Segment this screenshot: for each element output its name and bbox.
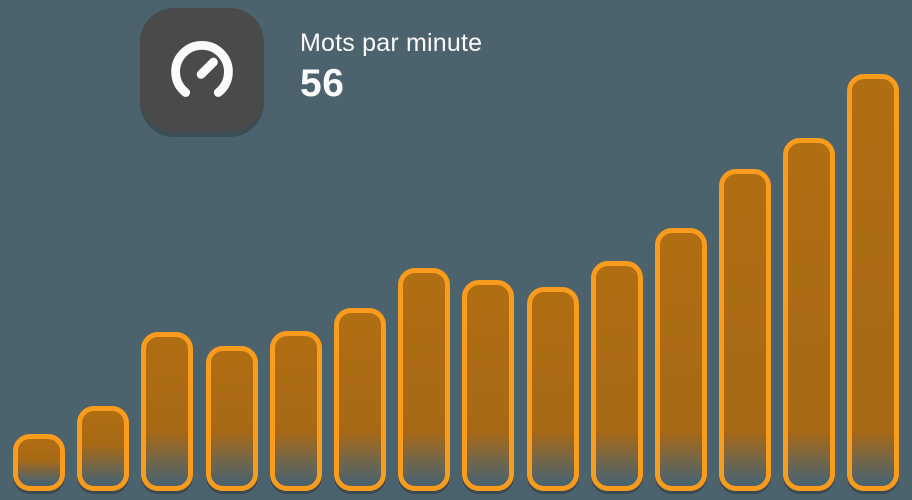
wpm-bar-chart xyxy=(0,74,912,491)
wpm-text-block: Mots par minute 56 xyxy=(300,8,482,105)
wpm-header: Mots par minute 56 xyxy=(140,8,482,132)
wpm-bar-3 xyxy=(141,332,194,491)
wpm-bar-2 xyxy=(77,406,130,491)
wpm-value: 56 xyxy=(300,62,345,105)
wpm-bar-9 xyxy=(526,287,579,491)
wpm-bar-8 xyxy=(462,280,515,491)
wpm-bar-13 xyxy=(783,138,836,491)
wpm-bar-12 xyxy=(719,169,772,491)
speedometer-icon xyxy=(140,8,264,132)
wpm-bar-10 xyxy=(590,261,643,491)
wpm-bar-11 xyxy=(654,228,707,491)
wpm-label: Mots par minute xyxy=(300,29,483,57)
wpm-bar-4 xyxy=(205,346,258,491)
wpm-bar-5 xyxy=(269,331,322,491)
wpm-bar-14 xyxy=(847,74,900,491)
wpm-bar-1 xyxy=(13,434,65,491)
wpm-bar-6 xyxy=(333,308,386,491)
wpm-bar-7 xyxy=(398,268,451,491)
